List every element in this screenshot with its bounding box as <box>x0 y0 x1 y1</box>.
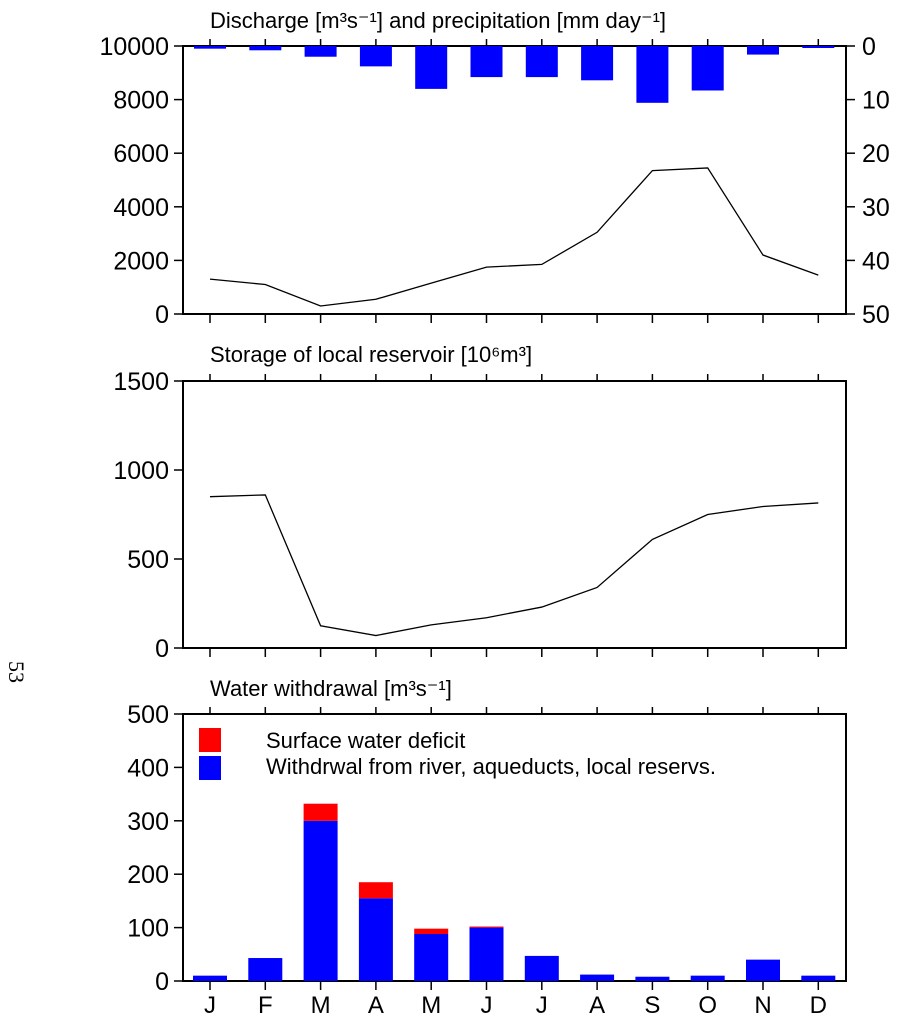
withdrawal-bar <box>303 820 338 981</box>
y-tick-label: 4000 <box>113 194 169 222</box>
withdrawal-bar <box>635 976 670 981</box>
month-label: M <box>421 992 441 1019</box>
reservoir-storage-panel: 0 500 1000 1500 Storage of local reservoir [… <box>113 342 847 663</box>
y2-tick-label: 40 <box>862 247 890 275</box>
panel-title: Storage of local reservoir [10⁶m³] <box>210 342 532 367</box>
y2-tick-label: 50 <box>862 301 890 329</box>
month-label: S <box>644 992 660 1019</box>
month-label: D <box>810 992 827 1019</box>
y-tick-label: 0 <box>155 301 169 329</box>
withdrawal-bar <box>801 975 836 981</box>
y-tick-label: 1000 <box>113 457 169 485</box>
deficit-bar <box>358 882 393 899</box>
y-tick-label: 8000 <box>113 87 169 115</box>
precipitation-bar <box>194 46 226 49</box>
legend-label-deficit: Surface water deficit <box>266 728 465 753</box>
withdrawal-bar <box>524 955 559 981</box>
precipitation-bar <box>249 46 282 51</box>
y-tick-label: 400 <box>127 754 169 782</box>
withdrawal-bar <box>193 975 227 981</box>
y-tick-label: 500 <box>127 546 169 574</box>
y2-tick-label: 10 <box>862 87 890 115</box>
legend-label-withdrawal: Withdrwal from river, aqueducts, local r… <box>266 754 716 779</box>
precipitation-bar <box>525 46 558 78</box>
discharge-line <box>209 167 819 307</box>
precipitation-bar <box>691 46 724 91</box>
precipitation-bar <box>359 46 392 67</box>
legend-swatch-withdrawal <box>199 756 221 780</box>
plot-frame <box>182 45 847 315</box>
y-tick-label: 2000 <box>113 247 169 275</box>
water-withdrawal-panel: 0 100 200 300 400 500 J F M A M J J A S O N D Surface wate… <box>127 676 847 1019</box>
plot-frame <box>182 380 847 649</box>
precipitation-bar <box>415 46 448 89</box>
withdrawal-bar <box>746 959 780 981</box>
precipitation-bar <box>581 46 614 81</box>
panel-title: Discharge [m³s⁻¹] and precipitation [mm … <box>210 8 666 33</box>
y-tick-label: 0 <box>155 968 169 996</box>
legend-swatch-deficit <box>199 728 221 752</box>
precipitation-bar <box>470 46 503 78</box>
withdrawal-bar <box>414 934 449 981</box>
y2-tick-label: 30 <box>862 194 890 222</box>
discharge-precipitation-panel: 0 2000 4000 6000 8000 10000 0 10 20 30 40 50 Dischar… <box>99 8 889 329</box>
y2-tick-label: 20 <box>862 140 890 168</box>
month-label: M <box>311 992 331 1019</box>
withdrawal-bar <box>248 958 283 981</box>
panel-title: Water withdrawal [m³s⁻¹] <box>210 676 452 701</box>
y2-tick-label: 0 <box>862 33 876 61</box>
withdrawal-bar <box>469 927 504 981</box>
storage-line <box>209 494 819 637</box>
y-tick-label: 100 <box>127 915 169 943</box>
month-label: O <box>698 992 717 1019</box>
month-label: J <box>204 992 216 1019</box>
y-tick-label: 200 <box>127 861 169 889</box>
precipitation-bar <box>802 46 835 48</box>
y-tick-label: 6000 <box>113 140 169 168</box>
precipitation-bar <box>747 46 779 55</box>
withdrawal-bar <box>580 974 615 981</box>
y-tick-label: 300 <box>127 808 169 836</box>
y-tick-label: 0 <box>155 635 169 663</box>
page-number: 53 <box>4 661 29 683</box>
month-label: F <box>258 992 273 1019</box>
withdrawal-bar <box>690 975 725 981</box>
withdrawal-bar <box>358 898 393 981</box>
deficit-bar <box>414 928 449 935</box>
y-tick-label: 10000 <box>99 33 169 61</box>
month-label: A <box>589 992 605 1019</box>
y-tick-label: 500 <box>127 701 169 729</box>
month-label: N <box>754 992 771 1019</box>
month-label: J <box>536 992 548 1019</box>
deficit-bar <box>469 926 504 928</box>
deficit-bar <box>303 803 338 821</box>
y-tick-label: 1500 <box>113 368 169 396</box>
plot-frame <box>182 713 847 982</box>
month-label: J <box>481 992 493 1019</box>
precipitation-bar <box>636 46 669 103</box>
month-label: A <box>368 992 384 1019</box>
precipitation-bar <box>304 46 337 57</box>
